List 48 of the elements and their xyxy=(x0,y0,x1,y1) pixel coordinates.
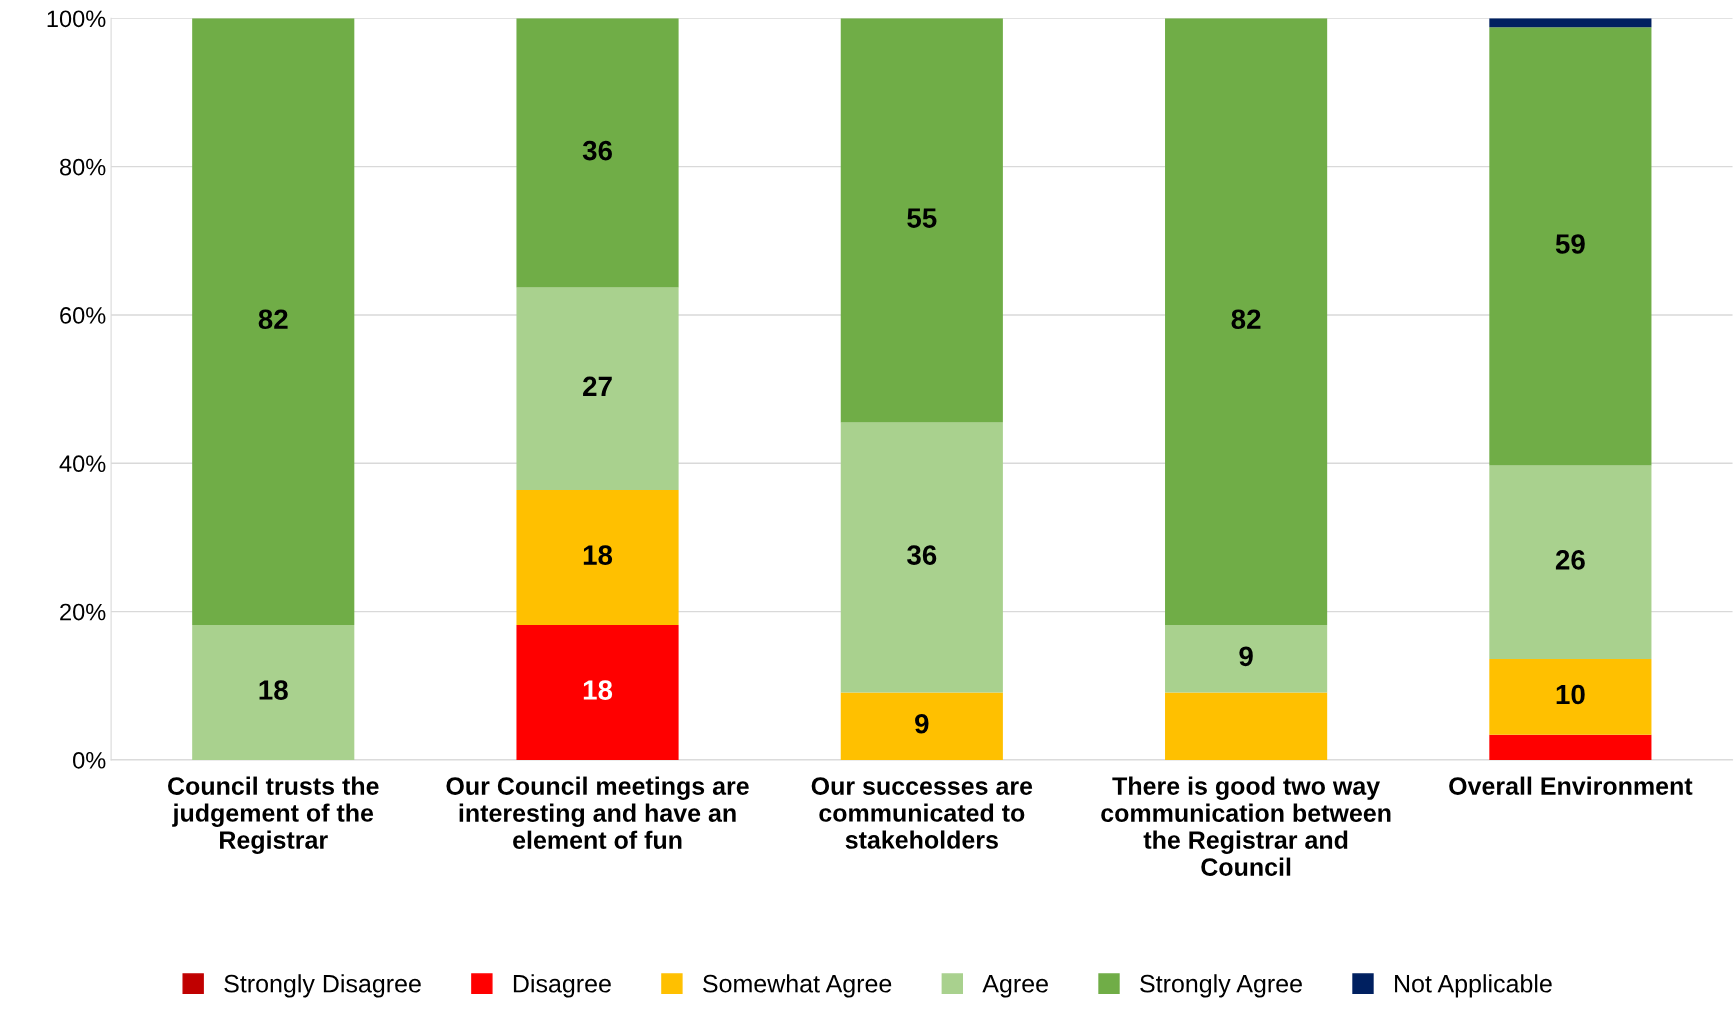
y-tick-label: 80% xyxy=(60,158,106,176)
bar xyxy=(1165,624,1328,693)
bar xyxy=(516,489,679,625)
data-label: 36 xyxy=(907,545,937,565)
legend-label: Strongly Disagree xyxy=(224,974,421,998)
y-tick-label: 20% xyxy=(60,603,106,621)
data-label: 9 xyxy=(1239,646,1253,667)
data-label: 18 xyxy=(583,680,613,700)
data-label: 59 xyxy=(1555,234,1585,254)
data-label: 9 xyxy=(915,713,929,734)
legend-label: Not Applicable xyxy=(1395,974,1552,998)
bar xyxy=(1489,465,1652,660)
bar xyxy=(1489,27,1652,466)
data-label: 82 xyxy=(1231,309,1261,330)
x-tick-label: Council trusts the judgement of the Registrar xyxy=(168,776,379,854)
bar xyxy=(840,18,1003,423)
legend-label: Agree xyxy=(982,975,1048,998)
x-tick-label: Our successes are communicated to stakeholders xyxy=(811,777,1033,849)
bar xyxy=(516,18,679,288)
bar xyxy=(1165,18,1328,625)
data-label: 18 xyxy=(259,680,288,700)
bar xyxy=(192,624,355,760)
x-tick-label: Overall Environment xyxy=(1449,776,1693,795)
x-tick-label: Our Council meetings are interesting and have an element of fun xyxy=(446,776,749,849)
legend-label: Disagree xyxy=(513,974,611,998)
data-label: 55 xyxy=(907,208,937,228)
bar xyxy=(1489,659,1652,735)
data-label: 18 xyxy=(583,545,613,565)
bar xyxy=(192,18,355,625)
bar xyxy=(1489,18,1652,28)
bar xyxy=(840,692,1003,760)
x-tick-label: There is good two way communication between the Registrar and Council xyxy=(1101,776,1391,876)
bar xyxy=(1165,692,1328,760)
bar xyxy=(516,624,679,760)
bar xyxy=(840,422,1003,693)
legend-label: Somewhat Agree xyxy=(703,974,892,998)
bar xyxy=(1489,734,1652,760)
y-tick-label: 60% xyxy=(60,307,106,324)
data-label: 27 xyxy=(583,376,612,396)
data-label: 36 xyxy=(582,140,612,161)
y-tick-label: 40% xyxy=(59,455,106,473)
y-tick-label: 0% xyxy=(73,751,106,769)
bar xyxy=(516,287,679,490)
data-label: 82 xyxy=(258,309,288,330)
y-tick-label: 100% xyxy=(47,10,106,28)
data-label: 26 xyxy=(1555,550,1585,570)
legend-label: Strongly Agree xyxy=(1140,974,1302,998)
data-label: 10 xyxy=(1556,684,1585,705)
